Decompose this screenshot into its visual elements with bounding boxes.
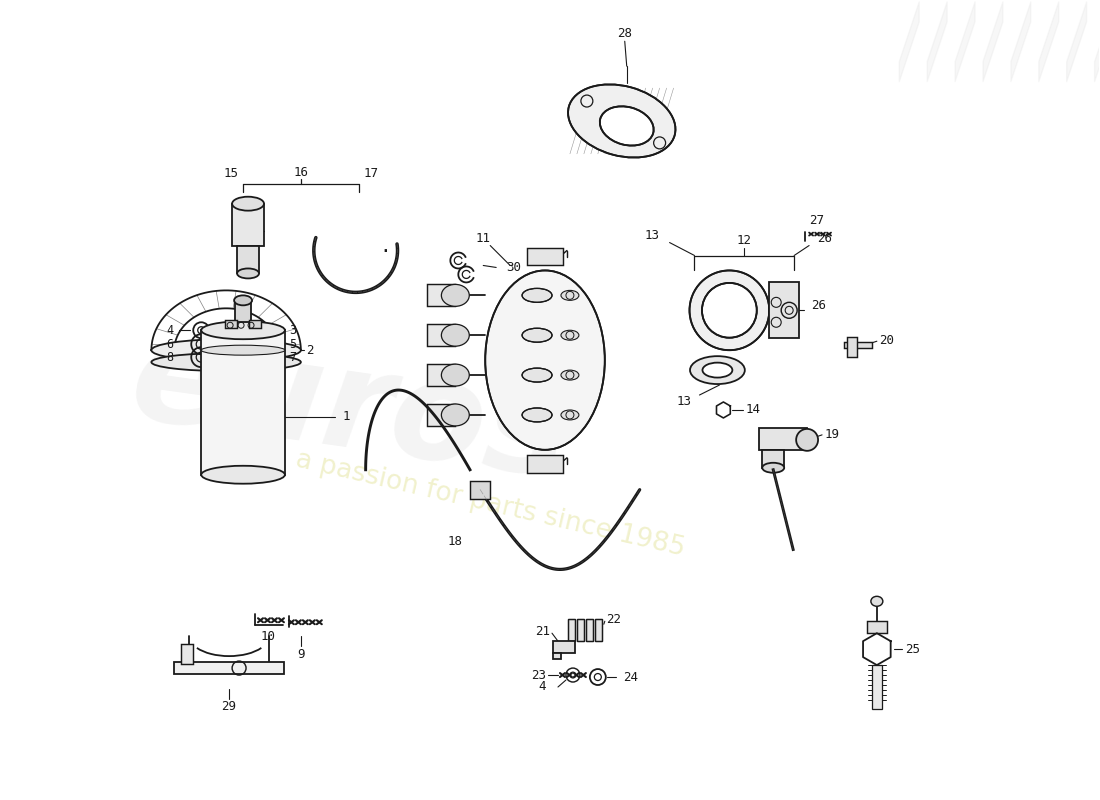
Text: 5: 5 xyxy=(289,338,296,350)
Bar xyxy=(595,619,602,641)
Ellipse shape xyxy=(522,368,552,382)
Bar xyxy=(872,665,882,709)
Text: 24: 24 xyxy=(623,670,638,683)
Ellipse shape xyxy=(234,295,252,306)
Ellipse shape xyxy=(522,408,552,422)
Bar xyxy=(226,320,238,328)
Text: 29: 29 xyxy=(221,701,236,714)
Text: 13: 13 xyxy=(676,395,692,409)
Ellipse shape xyxy=(796,429,818,451)
Bar xyxy=(249,320,261,328)
Bar xyxy=(182,644,194,664)
Bar xyxy=(428,404,455,426)
Ellipse shape xyxy=(568,85,675,158)
Ellipse shape xyxy=(238,269,258,278)
Bar xyxy=(471,481,491,498)
Text: 16: 16 xyxy=(294,166,308,179)
Bar xyxy=(174,662,284,674)
Text: 30: 30 xyxy=(506,261,521,274)
Bar xyxy=(553,641,575,653)
Ellipse shape xyxy=(441,364,470,386)
Text: 3: 3 xyxy=(289,324,296,337)
Bar xyxy=(576,619,584,641)
Bar xyxy=(232,204,264,246)
Text: 12: 12 xyxy=(737,234,751,247)
Bar xyxy=(428,285,455,306)
Bar xyxy=(527,455,563,473)
Text: a passion for parts since 1985: a passion for parts since 1985 xyxy=(293,447,688,562)
Bar xyxy=(527,247,563,266)
Bar xyxy=(235,300,251,322)
Ellipse shape xyxy=(600,106,653,146)
Bar xyxy=(762,450,784,468)
Text: 9: 9 xyxy=(297,648,305,661)
Bar xyxy=(201,330,285,474)
Text: 14: 14 xyxy=(746,403,760,417)
Text: 2: 2 xyxy=(306,344,313,357)
Text: 7: 7 xyxy=(289,350,296,364)
Bar xyxy=(847,338,857,357)
Text: 23: 23 xyxy=(531,669,546,682)
Ellipse shape xyxy=(201,345,285,355)
Ellipse shape xyxy=(690,270,769,350)
Bar xyxy=(428,324,455,346)
Text: 4: 4 xyxy=(166,324,174,337)
Text: ·: · xyxy=(379,242,390,262)
Text: 26: 26 xyxy=(811,299,826,312)
Text: 25: 25 xyxy=(905,642,920,656)
Text: 8: 8 xyxy=(166,350,174,364)
Text: 11: 11 xyxy=(475,232,491,245)
Ellipse shape xyxy=(201,322,285,339)
Ellipse shape xyxy=(702,283,757,338)
Text: 26: 26 xyxy=(817,232,832,245)
Text: 17: 17 xyxy=(364,167,378,180)
Ellipse shape xyxy=(441,285,470,306)
Ellipse shape xyxy=(441,324,470,346)
Ellipse shape xyxy=(561,290,579,300)
Text: 19: 19 xyxy=(824,428,839,442)
Bar xyxy=(568,619,575,641)
Ellipse shape xyxy=(561,370,579,380)
Bar xyxy=(844,342,872,348)
Bar xyxy=(238,246,258,274)
Text: 20: 20 xyxy=(879,334,894,346)
Ellipse shape xyxy=(441,404,470,426)
Ellipse shape xyxy=(762,462,784,473)
Ellipse shape xyxy=(485,270,605,450)
Bar xyxy=(586,619,593,641)
Ellipse shape xyxy=(201,466,285,484)
Ellipse shape xyxy=(690,356,745,384)
Text: euros: euros xyxy=(123,313,578,507)
Ellipse shape xyxy=(522,288,552,302)
Ellipse shape xyxy=(871,596,883,606)
Bar xyxy=(769,282,799,338)
Text: 22: 22 xyxy=(606,613,620,626)
Ellipse shape xyxy=(703,362,733,378)
Ellipse shape xyxy=(561,410,579,420)
Text: 6: 6 xyxy=(166,338,174,350)
Text: 13: 13 xyxy=(645,229,660,242)
Ellipse shape xyxy=(152,339,301,361)
Bar xyxy=(586,619,593,641)
Text: 15: 15 xyxy=(223,167,238,180)
Bar xyxy=(759,428,807,450)
Text: 21: 21 xyxy=(535,625,550,638)
Bar xyxy=(867,622,887,633)
Bar xyxy=(553,653,561,659)
Text: 27: 27 xyxy=(810,214,825,227)
Ellipse shape xyxy=(232,197,264,210)
Bar xyxy=(595,619,602,641)
Text: 1: 1 xyxy=(343,410,350,423)
Text: 10: 10 xyxy=(261,630,275,642)
Bar xyxy=(576,619,584,641)
Bar xyxy=(428,364,455,386)
Text: 4: 4 xyxy=(539,681,546,694)
Bar xyxy=(568,619,575,641)
Ellipse shape xyxy=(152,353,301,371)
Text: 28: 28 xyxy=(617,26,632,40)
Ellipse shape xyxy=(561,330,579,340)
Text: 18: 18 xyxy=(448,535,463,548)
Ellipse shape xyxy=(522,328,552,342)
